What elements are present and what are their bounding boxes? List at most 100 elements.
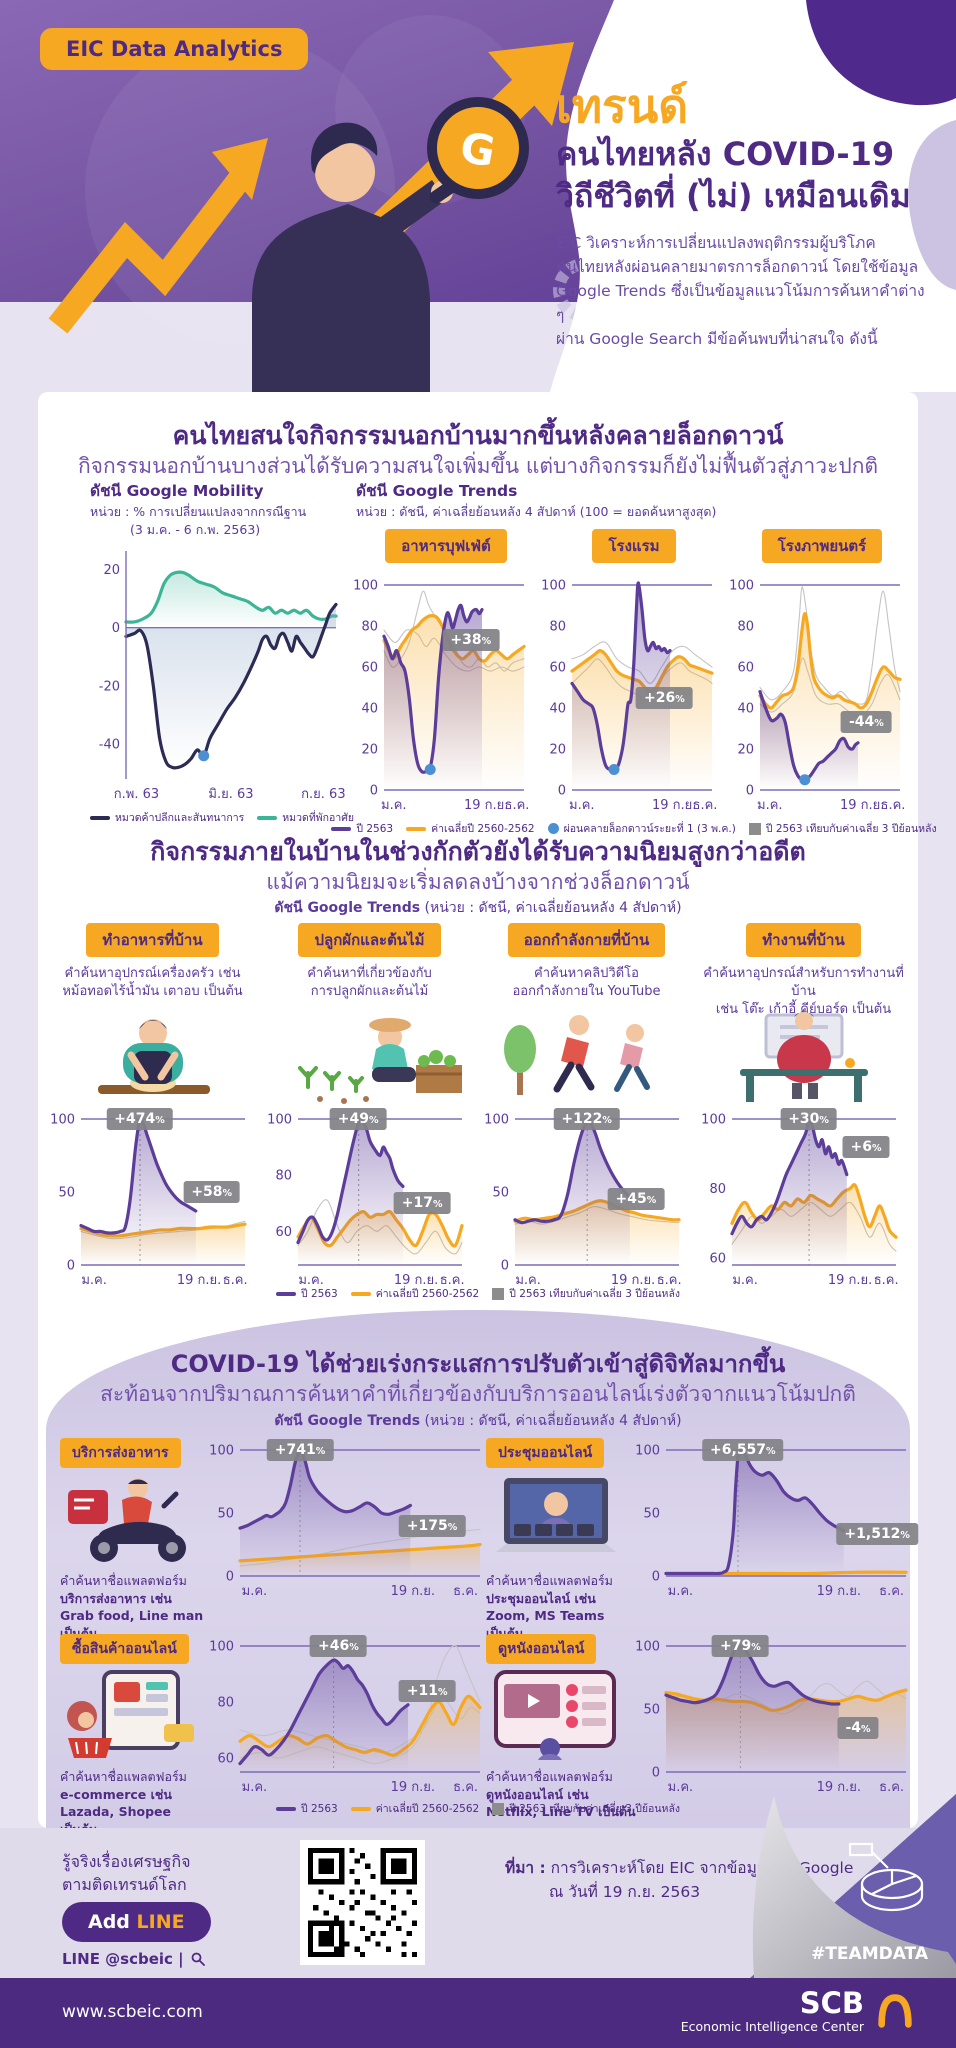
pct-change-badge: +17% xyxy=(393,1192,451,1215)
magnifier-icon: G xyxy=(427,97,529,204)
svg-text:ม.ค.: ม.ค. xyxy=(732,1273,758,1288)
svg-text:100: 100 xyxy=(635,1640,660,1655)
svg-text:0: 0 xyxy=(652,1570,660,1585)
svg-text:60: 60 xyxy=(217,1752,234,1767)
svg-text:ธ.ค.: ธ.ค. xyxy=(693,798,718,813)
svg-text:0: 0 xyxy=(500,1259,508,1274)
svg-text:19 ก.ย.: 19 ก.ย. xyxy=(652,798,696,813)
section3-title: COVID-19 ได้ช่วยเร่งกระแสการปรับตัวเข้าส… xyxy=(170,1350,786,1378)
svg-text:19 ก.ย.: 19 ก.ย. xyxy=(176,1273,220,1288)
meeting-desc: คำค้นหาชื่อแพลตฟอร์ม ประชุมออนไลน์ เช่น Zo… xyxy=(486,1573,613,1641)
svg-text:80: 80 xyxy=(737,620,754,635)
svg-text:100: 100 xyxy=(209,1444,234,1459)
svg-text:80: 80 xyxy=(709,1182,726,1197)
svg-text:ธ.ค.: ธ.ค. xyxy=(881,798,906,813)
svg-text:มิ.ย. 63: มิ.ย. 63 xyxy=(208,787,253,802)
delivery-chart: 100 50 0 ม.ค. 19 ก.ย. ธ.ค. +741% +175% xyxy=(208,1438,488,1600)
svg-text:0: 0 xyxy=(652,1766,660,1781)
section3-legend: ปี 2563 ค่าเฉลี่ยปี 2560-2562 ปี 2563 เท… xyxy=(38,1800,918,1817)
svg-text:0: 0 xyxy=(746,784,754,799)
plant-chart: 100 80 60 ม.ค. 19 ก.ย. ธ.ค. +49% +17% xyxy=(267,1107,470,1289)
plant-column: ปลูกผักและต้นไม้ คำค้นหาที่เกี่ยวข้องกับ… xyxy=(265,923,474,1289)
pct-change-badge: +175% xyxy=(398,1514,466,1537)
svg-text:G: G xyxy=(457,122,499,176)
svg-text:60: 60 xyxy=(275,1225,292,1240)
section2-legend: ปี 2563 ค่าเฉลี่ยปี 2560-2562 ปี 2563 เท… xyxy=(38,1285,918,1302)
svg-text:ธ.ค.: ธ.ค. xyxy=(879,1584,904,1599)
chip-cinema: โรงภาพยนตร์ xyxy=(761,529,883,564)
chip-plant: ปลูกผักและต้นไม้ xyxy=(298,923,441,957)
svg-text:ม.ค.: ม.ค. xyxy=(668,1584,694,1599)
svg-text:60: 60 xyxy=(709,1252,726,1267)
hero-illustration: G xyxy=(0,0,956,392)
svg-text:ม.ค.: ม.ค. xyxy=(515,1273,541,1288)
section2-subtitle: แม้ความนิยมจะเริ่มลดลงบ้างจากช่วงล็อกดาว… xyxy=(266,870,690,894)
bottom-bar: www.scbeic.com SCB Economic Intelligence… xyxy=(0,1978,956,2048)
svg-text:ม.ค.: ม.ค. xyxy=(668,1780,694,1795)
data-pie-icon xyxy=(848,1842,924,1912)
trends-label: ดัชนี Google Trends xyxy=(356,482,518,500)
line-account[interactable]: LINE @scbeic | xyxy=(62,1950,205,1968)
svg-text:50: 50 xyxy=(643,1507,660,1522)
legend-compare: ปี 2563 เทียบกับค่าเฉลี่ย 3 ปีย้อนหลัง xyxy=(509,1288,681,1300)
svg-text:0: 0 xyxy=(226,1570,234,1585)
google-mobility-block: ดัชนี Google Mobility หน่วย : % การเปลี่… xyxy=(90,478,360,826)
svg-text:ก.พ. 63: ก.พ. 63 xyxy=(114,787,159,802)
section1-title: คนไทยสนใจกิจกรรมนอกบ้านมากขึ้นหลังคลายล็… xyxy=(172,421,784,450)
svg-text:19 ก.ย.: 19 ก.ย. xyxy=(827,1273,871,1288)
pct-change-badge: +122% xyxy=(553,1108,620,1130)
svg-text:-20: -20 xyxy=(99,680,120,695)
pct-change-badge: +11% xyxy=(398,1679,456,1702)
content-card: คนไทยสนใจกิจกรรมนอกบ้านมากขึ้นหลังคลายล็… xyxy=(38,392,937,1837)
website-link[interactable]: www.scbeic.com xyxy=(62,2002,203,2022)
svg-text:100: 100 xyxy=(701,1113,726,1128)
svg-text:50: 50 xyxy=(217,1507,234,1522)
analyst-illustration: G xyxy=(252,97,529,392)
lockdown-dot-swatch xyxy=(547,823,559,835)
add-line-button[interactable]: Add LINE xyxy=(62,1902,211,1942)
google-trends-block: ดัชนี Google Trends หน่วย : ดัชนี, ค่าเฉ… xyxy=(331,478,937,837)
svg-text:ธ.ค.: ธ.ค. xyxy=(505,798,530,813)
chip-delivery: บริการส่งอาหาร xyxy=(60,1438,181,1468)
pct-change-badge: +38% xyxy=(442,629,500,652)
svg-text:ม.ค.: ม.ค. xyxy=(381,798,407,813)
legend-lockdown-easing: ผ่อนคลายล็อกดาวน์ระยะที่ 1 (3 พ.ค.) xyxy=(563,823,736,836)
svg-text:ม.ค.: ม.ค. xyxy=(81,1273,107,1288)
svg-text:80: 80 xyxy=(361,620,378,635)
delivery-desc: คำค้นหาชื่อแพลตฟอร์ม บริการส่งอาหาร เช่น G… xyxy=(60,1573,204,1641)
svg-text:50: 50 xyxy=(58,1186,75,1201)
svg-text:60: 60 xyxy=(549,661,566,676)
eic-wordmark: Economic Intelligence Center xyxy=(680,2018,864,2034)
svg-text:ธ.ค.: ธ.ค. xyxy=(873,1273,898,1288)
scb-wordmark: SCB xyxy=(799,1986,864,2020)
svg-text:19 ก.ย.: 19 ก.ย. xyxy=(817,1584,861,1599)
svg-text:ก.ย. 63: ก.ย. 63 xyxy=(301,787,345,802)
food-delivery-panel: บริการส่งอาหาร คำค้นหาชื่อแพลตฟอร์ม บริกา… xyxy=(60,1438,492,1641)
svg-text:ธ.ค.: ธ.ค. xyxy=(453,1584,478,1599)
plant-desc: คำค้นหาที่เกี่ยวข้องกับ การปลูกผักและต้นไ… xyxy=(307,966,432,1000)
buffet-column: อาหารบุฟเฟ่ต์ 100 80 60 40 20 0 ม.ค. 19 ก.ย. ธ.ค… xyxy=(353,529,536,814)
mobility-unit: หน่วย : % การเปลี่ยนแปลงจากกรณีฐาน xyxy=(90,504,307,519)
legend-residential: หมวดที่พักอาศัย xyxy=(282,812,355,825)
svg-text:20: 20 xyxy=(549,743,566,758)
legend-2563: ปี 2563 xyxy=(300,1288,338,1300)
exercise-illustration xyxy=(482,1007,691,1107)
footer-tagline: รู้จริงเรื่องเศรษฐกิจ ตามติดเทรนด์โลก xyxy=(62,1852,191,1895)
legend-2563: ปี 2563 xyxy=(300,1803,338,1815)
mobility-legend: หมวดค้าปลีกและสันทนาการ หมวดที่พักอาศัย xyxy=(90,809,360,826)
footer: รู้จริงเรื่องเศรษฐกิจ ตามติดเทรนด์โลก Add… xyxy=(0,1794,956,1978)
cook-chart: 100 50 0 ม.ค. 19 ก.ย. ธ.ค. +474% +58% xyxy=(50,1107,253,1289)
legend-avg: ค่าเฉลี่ยปี 2560-2562 xyxy=(431,823,535,836)
svg-text:40: 40 xyxy=(361,702,378,717)
svg-text:50: 50 xyxy=(643,1703,660,1718)
hotel-chart: 100 80 60 40 20 0 ม.ค. 19 ก.ย. ธ.ค. +26% xyxy=(541,573,720,814)
legend-2563: ปี 2563 xyxy=(356,823,394,836)
work-desc: คำค้นหาอุปกรณ์สำหรับการทำงานที่บ้าน เช่น … xyxy=(703,966,904,1018)
qr-code xyxy=(300,1840,425,1965)
svg-text:100: 100 xyxy=(484,1113,509,1128)
svg-text:50: 50 xyxy=(492,1186,509,1201)
chip-cook: ทำอาหารที่บ้าน xyxy=(86,923,219,957)
svg-text:-40: -40 xyxy=(99,738,120,753)
exercise-column: ออกกำลังกายที่บ้าน คำค้นหาคลิปวิดีโอ ออกก… xyxy=(482,923,691,1289)
legend-avg: ค่าเฉลี่ยปี 2560-2562 xyxy=(375,1288,480,1300)
